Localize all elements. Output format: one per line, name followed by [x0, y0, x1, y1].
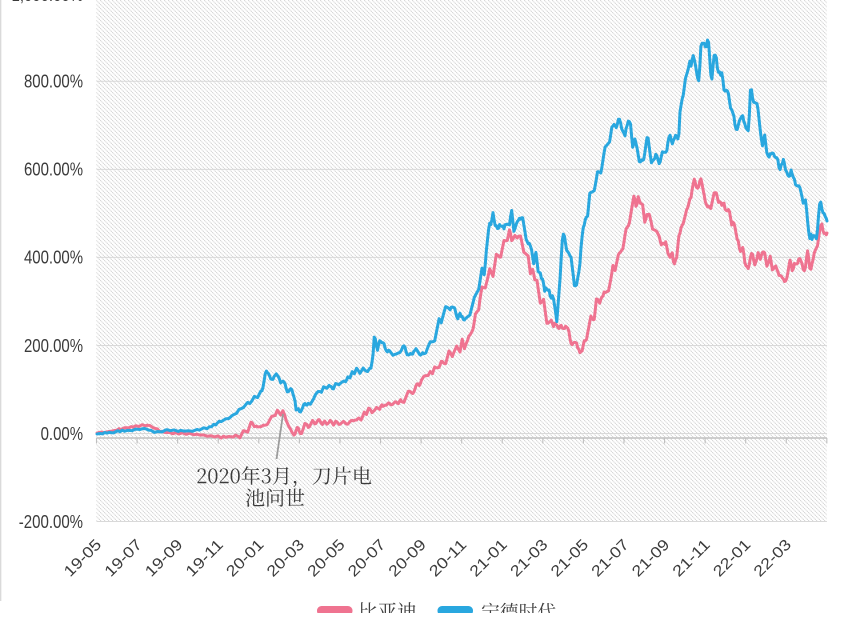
svg-text:400.00%: 400.00%: [24, 248, 83, 268]
svg-text:800.00%: 800.00%: [24, 72, 83, 92]
svg-text:-200.00%: -200.00%: [19, 512, 83, 532]
svg-text:0.00%: 0.00%: [41, 424, 83, 444]
svg-text:200.00%: 200.00%: [24, 336, 83, 356]
svg-text:1,000.00%: 1,000.00%: [12, 0, 84, 5]
svg-text:600.00%: 600.00%: [24, 160, 83, 180]
